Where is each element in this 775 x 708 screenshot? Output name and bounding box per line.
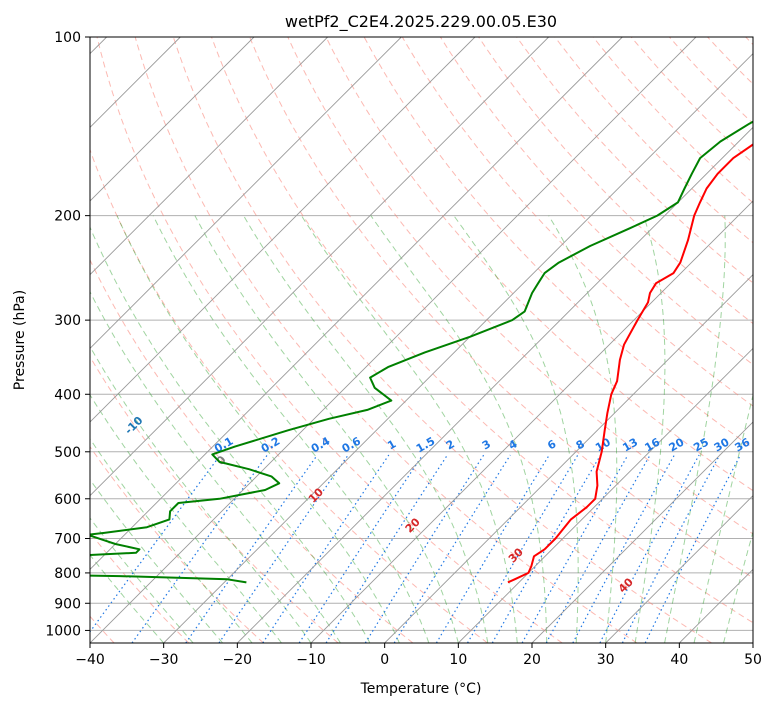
isotherm	[90, 37, 402, 349]
dry-adiabat	[90, 258, 414, 643]
isotherm	[90, 37, 328, 276]
mixing-ratio-line	[218, 454, 349, 643]
moist-adiabat	[90, 225, 371, 643]
mixing-ratio-line	[466, 454, 579, 643]
x-tick-label: −40	[75, 652, 105, 668]
dry-adiabat	[516, 37, 753, 284]
y-tick-label: 700	[54, 532, 81, 548]
isotherm	[90, 37, 255, 202]
y-tick-label: 200	[54, 209, 81, 225]
y-tick-label: 300	[54, 313, 81, 329]
x-tick-label: −10	[296, 652, 326, 668]
isotherm	[90, 37, 476, 423]
isotherm	[90, 37, 623, 570]
dry-adiabat	[592, 37, 753, 204]
x-tick-label: 10	[449, 652, 467, 668]
y-axis-label: Pressure (hPa)	[12, 290, 28, 390]
y-tick-label: 1000	[45, 623, 81, 639]
moist-adiabat	[634, 215, 666, 643]
mixing-ratio-line	[90, 454, 221, 633]
x-tick-label: −30	[149, 652, 179, 668]
dry-adiabat	[249, 37, 753, 579]
moist-adiabat	[370, 215, 548, 643]
y-tick-label: 900	[54, 596, 81, 612]
mixing-ratio-line	[393, 454, 511, 643]
moist-adiabat	[90, 290, 341, 643]
x-tick-label: 40	[670, 652, 688, 668]
dry-adiabat	[401, 37, 753, 407]
dry-adiabat	[134, 37, 638, 643]
mixing-ratio-line	[621, 454, 721, 643]
moist-adiabat	[152, 215, 430, 643]
x-tick-label: 20	[523, 652, 541, 668]
x-axis-ticks: −40 −30 −20 −10 0 10 20 30 40 50	[75, 643, 762, 668]
chart-title: wetPf2_C2E4.2025.229.00.05.E30	[285, 12, 557, 32]
y-tick-label: 400	[54, 387, 81, 403]
x-tick-label: −20	[223, 652, 253, 668]
y-tick-label: 500	[54, 445, 81, 461]
dry-adiabat	[172, 37, 712, 643]
moist-adiabat	[453, 215, 579, 643]
isotherm	[163, 53, 753, 643]
y-axis-ticks: 100 200 300 400 500 600 700 800 900 1000	[45, 30, 90, 639]
mixing-ratio-line	[298, 454, 424, 643]
moist-adiabat	[194, 215, 459, 643]
moist-adiabats	[90, 215, 753, 643]
x-tick-label: 50	[744, 652, 762, 668]
dry-adiabat	[211, 37, 753, 624]
moist-adiabat	[90, 478, 223, 643]
isotherm	[458, 347, 753, 643]
isotherm	[384, 274, 753, 643]
axes-frame	[89, 36, 754, 644]
x-tick-label: 30	[597, 652, 615, 668]
dry-adiabats	[90, 37, 753, 643]
x-tick-label: 0	[380, 652, 389, 668]
moist-adiabat	[90, 345, 312, 643]
mixing-ratio-line	[364, 454, 485, 643]
dewpoint-line	[90, 120, 753, 584]
mixing-ratio-line	[262, 454, 390, 643]
dry-adiabat	[325, 37, 753, 492]
isotherm	[310, 200, 753, 643]
moist-adiabat	[116, 215, 400, 643]
dry-adiabat	[478, 37, 753, 325]
moist-adiabat	[90, 437, 253, 643]
moist-adiabat	[548, 215, 618, 643]
isotherm	[531, 421, 753, 643]
mixing-ratio-line	[644, 454, 741, 643]
isotherm	[605, 495, 753, 643]
isotherm	[90, 37, 549, 497]
pressure-gridlines	[90, 37, 753, 631]
temperature-line	[507, 143, 753, 584]
moist-adiabat	[664, 215, 726, 643]
isotherm	[90, 37, 697, 643]
profile-series	[90, 120, 753, 584]
plot-area: 0.10.20.40.611.52346810131620253036-100-…	[90, 37, 753, 643]
y-tick-label: 800	[54, 566, 81, 582]
isotherms	[90, 37, 753, 643]
y-tick-label: 100	[54, 30, 81, 46]
dry-adiabat	[90, 445, 264, 643]
mixing-ratio-line	[435, 454, 550, 643]
mixing-ratio-line	[599, 454, 700, 643]
mixing-ratio-line	[325, 454, 448, 643]
dry-adiabat	[96, 37, 563, 643]
x-axis-label: Temperature (°C)	[360, 681, 482, 697]
y-tick-label: 600	[54, 492, 81, 508]
isotherm	[237, 126, 753, 643]
